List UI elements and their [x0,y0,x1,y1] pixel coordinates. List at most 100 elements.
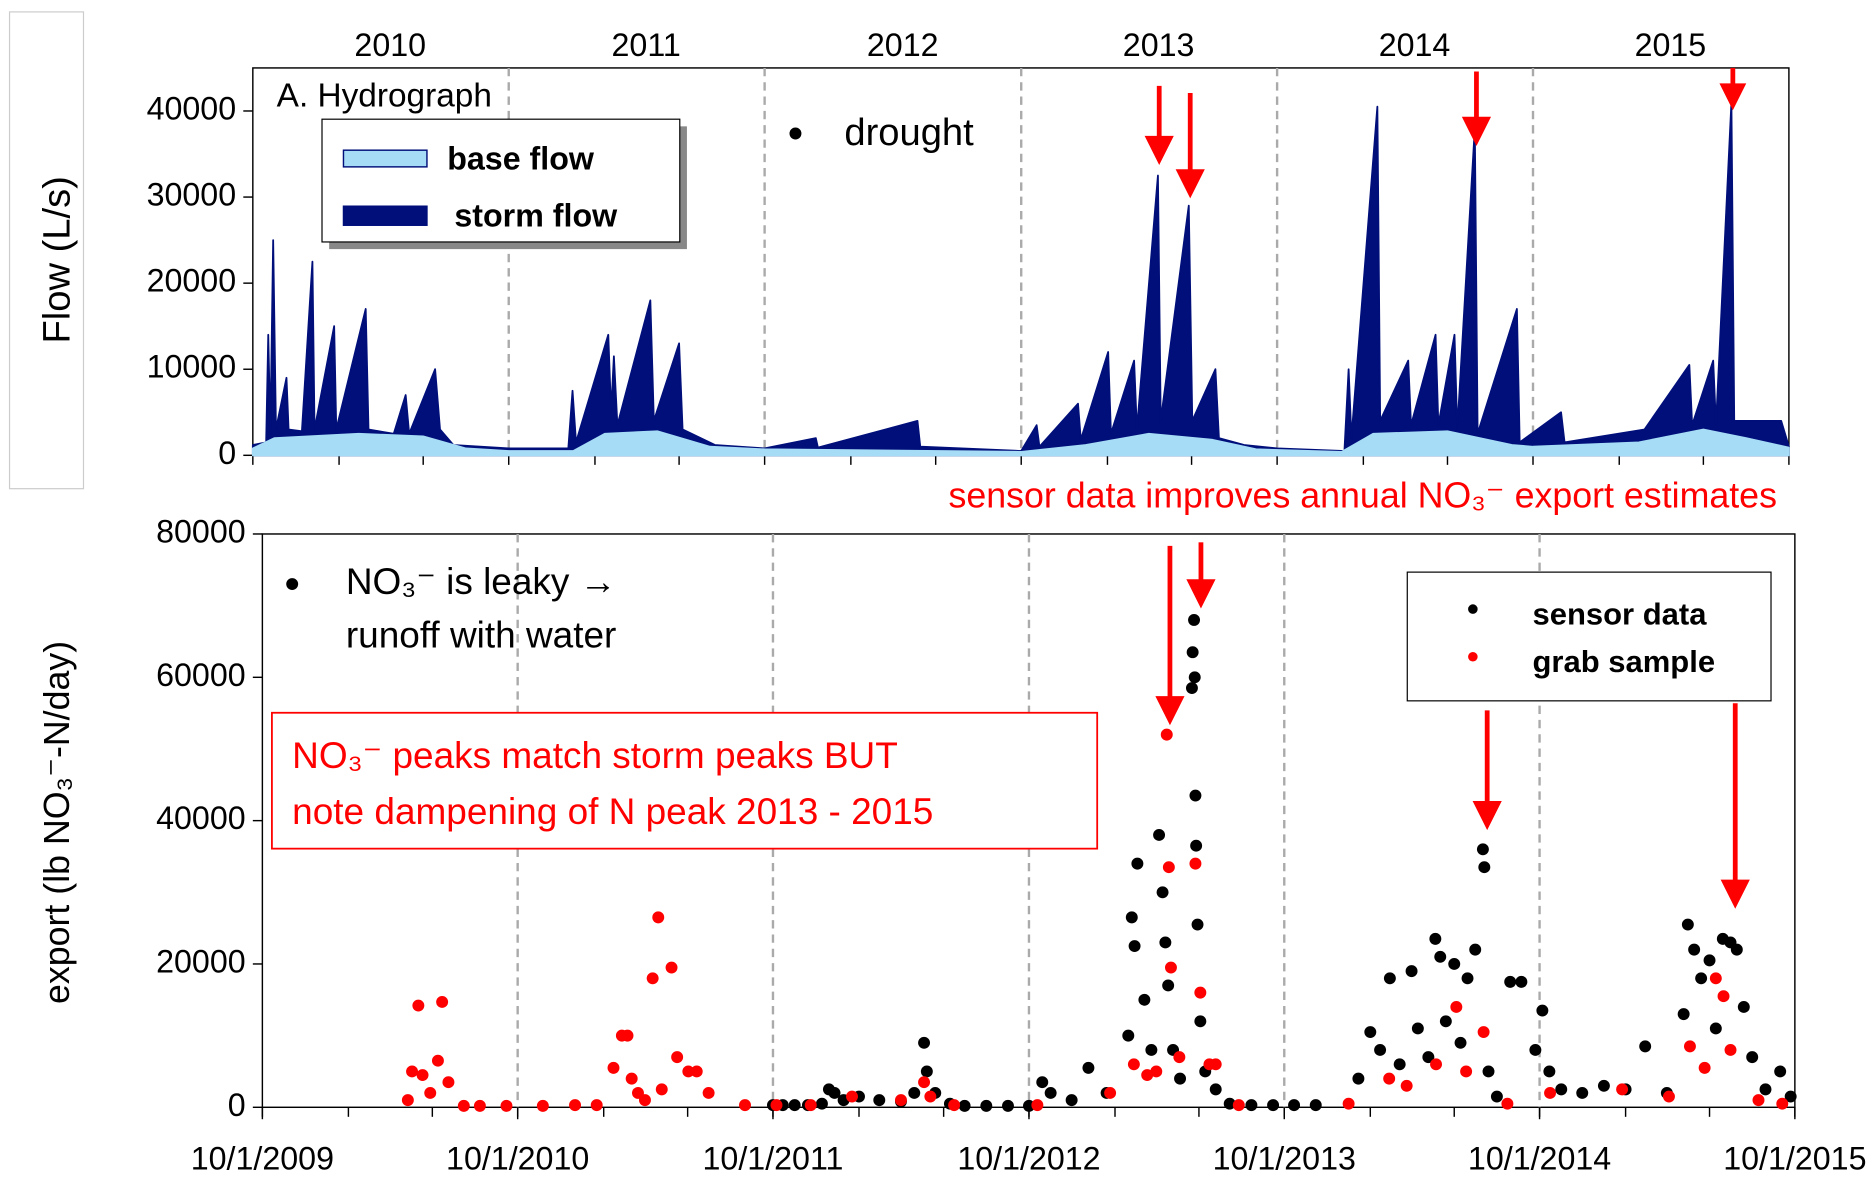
point [980,1099,993,1112]
point [1267,1099,1280,1112]
point [536,1099,549,1112]
y-tick-label: 30000 [147,177,237,213]
callout-box [271,711,1099,850]
point [1784,1090,1797,1103]
y-tick-label: 0 [218,435,236,471]
point [1504,975,1517,988]
point [1663,1090,1675,1103]
point [1374,1044,1387,1056]
point [1031,1099,1044,1112]
legend [1406,571,1772,702]
point [1194,986,1207,999]
point [655,1083,668,1096]
point [1232,1099,1245,1112]
arrow-head [1472,800,1502,831]
point [401,1094,414,1107]
legend-marker [1468,651,1478,662]
point [1477,1026,1490,1039]
y-axis-label: export (lb NO₃⁻-N/day) [37,641,77,1004]
annotation: runoff with water [346,614,617,655]
bullet [789,127,802,140]
x-tick-label: 10/1/2011 [703,1140,844,1176]
point [457,1099,470,1112]
point [590,1099,603,1112]
arrows [1144,67,1750,909]
point [1159,936,1172,949]
point [1478,861,1491,874]
point [1288,1099,1301,1112]
point [1138,993,1151,1006]
point [1127,1058,1140,1071]
point [1422,1051,1435,1064]
point [1709,1022,1722,1035]
year-label: 2013 [1123,27,1195,63]
point [1639,1040,1652,1053]
point [1223,1097,1236,1110]
point [1342,1097,1355,1110]
point [948,1099,961,1112]
point [1405,965,1418,978]
arrow-head [1175,169,1205,199]
x-tick-label: 10/1/2010 [446,1140,589,1176]
point [639,1094,651,1107]
callout: note dampening of N peak 2013 - 2015 [292,791,933,832]
point [1752,1094,1765,1107]
point [1185,682,1198,695]
point [1036,1076,1049,1089]
point [1616,1083,1629,1096]
x-tick-label: 10/1/2014 [1468,1140,1611,1176]
year-label: 2012 [867,27,939,63]
point [1501,1097,1514,1110]
point [1555,1083,1568,1096]
legend-marker [1468,604,1478,614]
point [1128,940,1141,953]
year-label: 2011 [612,27,681,63]
point [682,1065,695,1078]
point [412,999,425,1012]
point [1482,1065,1495,1078]
point [1776,1097,1789,1110]
point [1774,1065,1787,1078]
x-tick-label: 10/1/2012 [957,1140,1100,1176]
point [1082,1061,1095,1074]
point [828,1087,841,1099]
point [770,1099,783,1112]
point [1544,1087,1557,1099]
point [1160,728,1173,741]
y-tick-label: 60000 [156,657,246,693]
point [1454,1036,1467,1049]
point [690,1065,703,1078]
y-tick-label: 20000 [147,263,237,299]
point [1245,1099,1258,1112]
point [804,1099,817,1112]
arrow-head [1461,116,1492,146]
point [788,1099,801,1112]
point [1190,839,1203,852]
point [1450,1001,1463,1013]
y-tick-label: 80000 [156,513,246,549]
ylabel-panel [8,11,85,490]
callout: NO₃⁻ peaks match storm peaks BUT [292,735,898,776]
point [569,1099,581,1112]
year-label: 2015 [1635,27,1707,63]
point [1209,1058,1222,1071]
point [1724,1044,1737,1056]
x-tick-label: 10/1/2009 [191,1140,334,1176]
point [424,1087,437,1099]
point [1188,671,1201,684]
point [1393,1058,1406,1071]
point [1104,1087,1117,1099]
point [1164,961,1177,974]
point [431,1054,444,1067]
point [1364,1026,1377,1039]
area [251,101,1790,457]
point [1186,646,1199,659]
point [1400,1079,1413,1092]
point [1162,861,1175,874]
point [1150,1065,1163,1078]
legend-label: sensor data [1532,596,1707,631]
point [1737,1001,1750,1013]
point [1383,972,1396,985]
arrow-head [1186,579,1216,609]
